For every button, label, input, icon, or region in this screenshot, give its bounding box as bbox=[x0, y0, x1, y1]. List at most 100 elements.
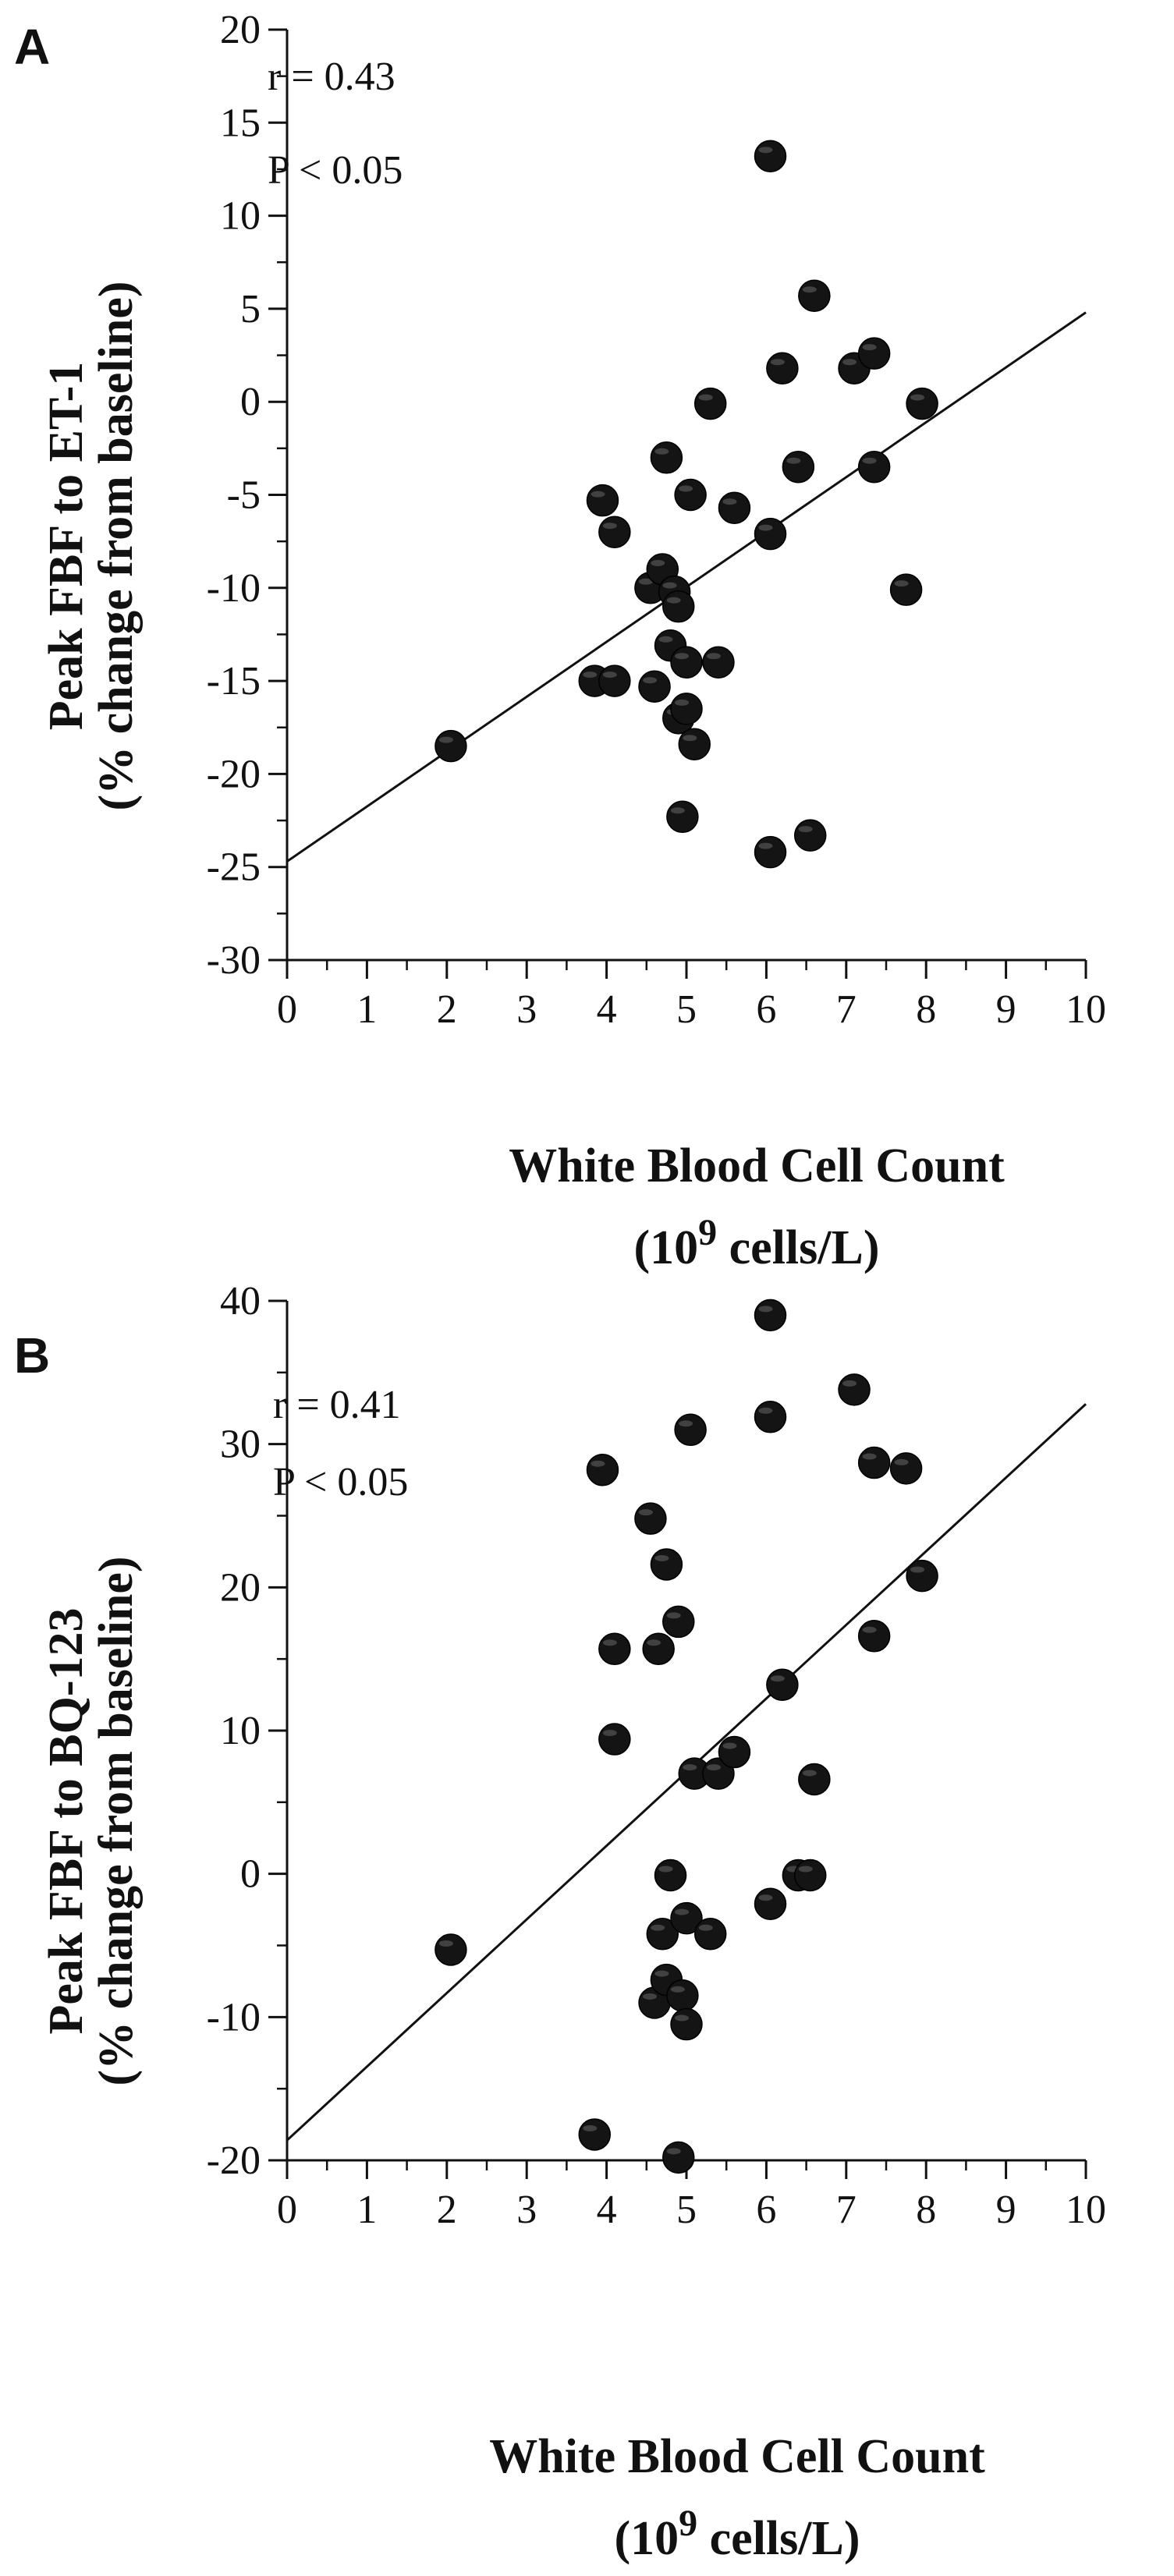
panel-b-data-point-highlight bbox=[894, 1458, 909, 1465]
panel-a-data-point-highlight bbox=[758, 524, 773, 531]
panel-b-data-point bbox=[654, 1858, 687, 1892]
panel-a-data-point bbox=[766, 352, 799, 385]
panel-b-x-tick-label: 9 bbox=[996, 2188, 1016, 2232]
panel-a-y-axis-title: Peak FBF to ET-1 (% change from baseline… bbox=[40, 281, 143, 810]
panel-b-x-tick-label: 3 bbox=[516, 2188, 537, 2232]
panel-a-data-point-highlight bbox=[798, 826, 813, 833]
panel-a-data-point-highlight bbox=[758, 147, 773, 154]
panel-a-data-point-highlight bbox=[438, 736, 453, 743]
panel-b-data-point-highlight bbox=[862, 1453, 877, 1460]
panel-a-data-point-highlight bbox=[602, 523, 617, 530]
panel-a-data-point-highlight bbox=[698, 394, 713, 401]
panel-a-data-point bbox=[798, 279, 831, 312]
panel-b-label: B bbox=[14, 1327, 50, 1384]
panel-b-data-point-highlight bbox=[638, 1509, 653, 1516]
panel-b-data-point bbox=[674, 1413, 707, 1447]
panel-b: B Peak FBF to BQ-123 (% change from base… bbox=[14, 1279, 1106, 2565]
panel-a-x-unit-prefix: (10 bbox=[634, 1221, 699, 1274]
panel-b-x-tick-label: 8 bbox=[916, 2188, 936, 2232]
panel-b-data-point bbox=[693, 1918, 727, 1951]
panel-a-data-point bbox=[670, 693, 703, 725]
panel-b-x-tick-label: 6 bbox=[756, 2188, 776, 2232]
panel-b-data-point-highlight bbox=[602, 1730, 617, 1737]
panel-b-data-point-highlight bbox=[770, 1675, 785, 1682]
panel-a-y-tick-label: -25 bbox=[207, 845, 261, 890]
panel-b-data-point-highlight bbox=[722, 1742, 737, 1749]
panel-b-y-axis-title-line1: Peak FBF to BQ-123 bbox=[40, 1607, 93, 2034]
panel-a-data-point-highlight bbox=[802, 286, 817, 293]
panel-b-data-point bbox=[662, 2141, 695, 2174]
panel-a-data-point-highlight bbox=[862, 457, 877, 464]
panel-b-data-point-highlight bbox=[654, 1970, 669, 1977]
panel-a-x-tick-label: 5 bbox=[676, 987, 697, 1032]
panel-a-data-point bbox=[754, 517, 787, 551]
panel-b-data-point-highlight bbox=[602, 1639, 617, 1646]
panel-b-x-tick-label: 0 bbox=[277, 2188, 297, 2232]
panel-b-data-point bbox=[718, 1735, 751, 1769]
panel-a-y-tick-label: -5 bbox=[227, 473, 261, 518]
panel-a-data-point-highlight bbox=[638, 578, 653, 585]
panel-a-data-point-highlight bbox=[910, 394, 925, 401]
panel-a-data-point bbox=[793, 819, 827, 852]
panel-a-r-annotation: r = 0.43 bbox=[268, 55, 395, 99]
panel-a-y-tick-label: -30 bbox=[207, 938, 261, 983]
panel-b-x-tick-label: 4 bbox=[597, 2188, 617, 2232]
panel-a-data-point bbox=[678, 728, 711, 760]
panel-a-label: A bbox=[14, 19, 50, 75]
panel-a-data-point-highlight bbox=[675, 699, 689, 706]
panel-b-x-tick-label: 5 bbox=[676, 2188, 697, 2232]
panel-a-data-point-highlight bbox=[602, 671, 617, 679]
panel-b-data-point-highlight bbox=[647, 1639, 661, 1646]
panel-b-x-tick-label: 7 bbox=[836, 2188, 857, 2232]
panel-a-data-point bbox=[650, 441, 683, 474]
panel-a-data-point-highlight bbox=[683, 735, 697, 742]
panel-b-data-point bbox=[857, 1620, 891, 1653]
panel-a-y-tick-label: 10 bbox=[220, 194, 261, 239]
panel-b-plot-area: 0 1 2 3 4 5 6 7 8 9 10 40 30 20 10 0 -10 -20 bbox=[207, 1279, 1106, 2232]
panel-a-x-tick-label: 3 bbox=[516, 987, 537, 1032]
panel-a-data-point bbox=[662, 590, 695, 623]
panel-a-data-point bbox=[693, 387, 727, 420]
panel-b-y-tick-label: 10 bbox=[220, 1709, 261, 1753]
panel-a-data-point-highlight bbox=[670, 807, 685, 814]
panel-a-x-unit-suffix: cells/L) bbox=[717, 1221, 879, 1274]
panel-a-data-point bbox=[638, 670, 671, 703]
panel-b-data-point bbox=[598, 1723, 631, 1756]
panel-b-data-point-highlight bbox=[758, 1407, 773, 1414]
panel-a-x-tick-label: 6 bbox=[756, 987, 776, 1032]
panel-a-x-axis-unit: (109 cells/L) bbox=[634, 1212, 880, 1274]
panel-a-data-point bbox=[718, 491, 751, 524]
panel-b-data-point bbox=[434, 1933, 467, 1966]
panel-b-data-point bbox=[754, 1299, 787, 1332]
panel-b-y-tick-label: -10 bbox=[207, 1995, 261, 2039]
panel-a-data-point-highlight bbox=[675, 653, 689, 660]
panel-b-x-unit-exponent: 9 bbox=[679, 2503, 697, 2544]
panel-a-data-point-highlight bbox=[842, 359, 857, 366]
panel-b-x-axis-unit: (109 cells/L) bbox=[615, 2503, 860, 2565]
panel-a-data-point bbox=[586, 484, 619, 517]
panel-a-x-tick-label: 1 bbox=[356, 987, 377, 1032]
panel-b-data-point bbox=[889, 1452, 923, 1485]
panel-a-y-tick-label: -20 bbox=[207, 752, 261, 796]
panel-a-x-unit-exponent: 9 bbox=[698, 1212, 717, 1253]
panel-b-data-point-highlight bbox=[758, 1894, 773, 1901]
panel-b-x-unit-prefix: (10 bbox=[615, 2512, 679, 2565]
panel-b-data-point-highlight bbox=[675, 1908, 689, 1915]
panel-b-data-point-highlight bbox=[591, 1460, 605, 1467]
panel-a-data-point-highlight bbox=[770, 359, 785, 366]
panel-b-data-point-highlight bbox=[583, 2124, 598, 2131]
panel-b-x-axis-title: White Blood Cell Count bbox=[489, 2430, 985, 2483]
panel-b-data-point bbox=[634, 1502, 667, 1535]
panel-a-data-point-highlight bbox=[662, 582, 677, 589]
panel-b-data-point-highlight bbox=[658, 1866, 673, 1873]
panel-a-data-point-highlight bbox=[643, 677, 658, 684]
panel-a-data-point bbox=[598, 664, 631, 697]
panel-b-data-point-highlight bbox=[706, 1764, 721, 1771]
panel-a-data-point bbox=[674, 478, 707, 512]
panel-a-y-tick-label: 0 bbox=[240, 380, 261, 424]
panel-b-y-tick-label: 40 bbox=[220, 1279, 261, 1323]
panel-b-x-unit-suffix: cells/L) bbox=[697, 2512, 860, 2565]
panel-a-data-point-highlight bbox=[591, 491, 605, 498]
panel-a-y-axis-title-line1: Peak FBF to ET-1 bbox=[40, 362, 93, 730]
panel-b-data-point bbox=[598, 1632, 631, 1666]
